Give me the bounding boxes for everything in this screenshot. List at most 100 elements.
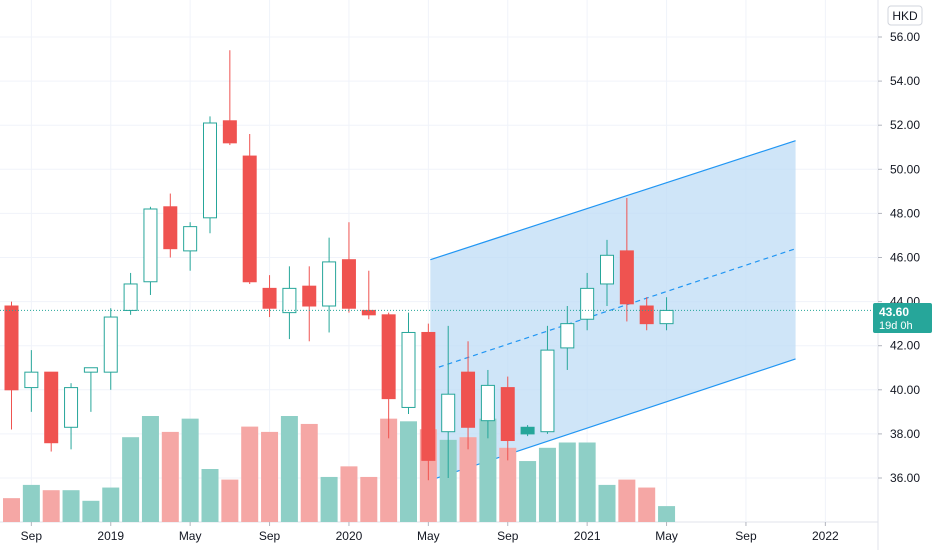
price-axis[interactable]: 36.0038.0040.0042.0044.0046.0048.0050.00… [878, 30, 920, 485]
candle-body [183, 226, 198, 252]
candle-body [580, 287, 595, 320]
candles [4, 50, 674, 481]
last-price-label: 43.60 [879, 305, 909, 319]
y-tick-label: 46.00 [890, 251, 920, 265]
time-axis[interactable]: Sep 2019 May Sep 2020 May Sep 2021 May Sep 2022 [21, 522, 839, 543]
candle-body [242, 155, 257, 283]
candle-body [44, 371, 59, 444]
candle-body [401, 331, 416, 408]
candle-body [322, 261, 337, 307]
y-tick-label: 40.00 [890, 383, 920, 397]
volume-bar [439, 439, 457, 522]
x-tick-label: 2020 [336, 529, 363, 543]
candle-body [361, 309, 376, 316]
volume-bar [201, 469, 219, 522]
y-tick-label: 48.00 [890, 206, 920, 220]
volume-bar [598, 484, 616, 522]
volume-bar [141, 416, 159, 522]
volume-bars [3, 416, 676, 522]
candle-body [381, 314, 396, 400]
candle-body [4, 305, 19, 391]
volume-bar [161, 431, 179, 522]
y-tick-label: 50.00 [890, 162, 920, 176]
volume-bar [638, 487, 656, 522]
y-tick-label: 38.00 [890, 427, 920, 441]
volume-bar [558, 442, 576, 522]
volume-bar [538, 447, 556, 522]
volume-bar [280, 416, 298, 522]
x-tick-label: May [179, 529, 202, 543]
candle-body [500, 387, 515, 442]
x-tick-label: Sep [21, 529, 43, 543]
candle-body [341, 259, 356, 309]
candle-body [203, 122, 217, 219]
volume-bar [360, 476, 378, 522]
candle-body [262, 287, 277, 309]
x-tick-label: Sep [259, 529, 281, 543]
candle-body [639, 305, 654, 325]
volume-bar [658, 506, 676, 522]
volume-bar [22, 484, 40, 522]
candle-body [421, 331, 436, 461]
candle-body [441, 393, 456, 433]
candle-body [123, 283, 138, 311]
volume-bar [261, 431, 279, 522]
candle-body [520, 426, 535, 435]
candle-body [480, 384, 495, 422]
volume-bar [42, 490, 60, 522]
candle-body [659, 309, 674, 325]
volume-bar [320, 476, 338, 522]
volume-bar [578, 442, 596, 522]
candle-body [83, 367, 98, 373]
y-tick-label: 54.00 [890, 74, 920, 88]
volume-bar [102, 487, 120, 522]
candle-body [540, 349, 555, 433]
volume-bar [300, 423, 318, 522]
candle-body [103, 316, 118, 373]
x-tick-label: 2019 [97, 529, 124, 543]
channel-median-line [430, 248, 796, 371]
volume-bar [340, 466, 358, 522]
volume-bar [380, 418, 398, 522]
volume-bar [459, 437, 477, 522]
currency-label: HKD [892, 9, 918, 23]
last-price-badge: 43.60 19d 0h [873, 303, 932, 333]
channel-upper-line [430, 140, 796, 261]
candle-body [143, 208, 158, 283]
x-tick-label: May [417, 529, 440, 543]
volume-bar [181, 418, 199, 522]
y-tick-label: 36.00 [890, 471, 920, 485]
volume-bar [3, 498, 20, 522]
bar-countdown-label: 19d 0h [879, 320, 913, 332]
volume-bar [519, 461, 537, 522]
volume-bar [221, 479, 239, 522]
y-tick-label: 42.00 [890, 339, 920, 353]
x-tick-label: May [655, 529, 678, 543]
candle-body [600, 254, 614, 285]
volume-bar [62, 490, 80, 522]
volume-bar [479, 418, 497, 522]
x-tick-label: Sep [497, 529, 519, 543]
volume-bar [122, 437, 140, 522]
candle-body [619, 250, 634, 305]
volume-bar [241, 426, 259, 522]
candle-body [282, 287, 297, 314]
candle-body [560, 323, 575, 349]
candle-body [24, 371, 39, 389]
volume-bar [499, 447, 517, 522]
volume-bar [82, 500, 100, 522]
candle-body [222, 120, 237, 144]
currency-badge[interactable] [887, 5, 923, 26]
x-tick-label: 2021 [574, 529, 601, 543]
volume-bar [400, 421, 417, 522]
candle-body [163, 206, 178, 250]
candle-body [302, 285, 317, 307]
x-tick-label: Sep [735, 529, 757, 543]
candle-body [461, 371, 476, 428]
candle-body [64, 387, 79, 428]
volume-bar [618, 479, 636, 522]
y-tick-label: 56.00 [890, 30, 920, 44]
y-tick-label: 52.00 [890, 118, 920, 132]
x-tick-label: 2022 [812, 529, 839, 543]
